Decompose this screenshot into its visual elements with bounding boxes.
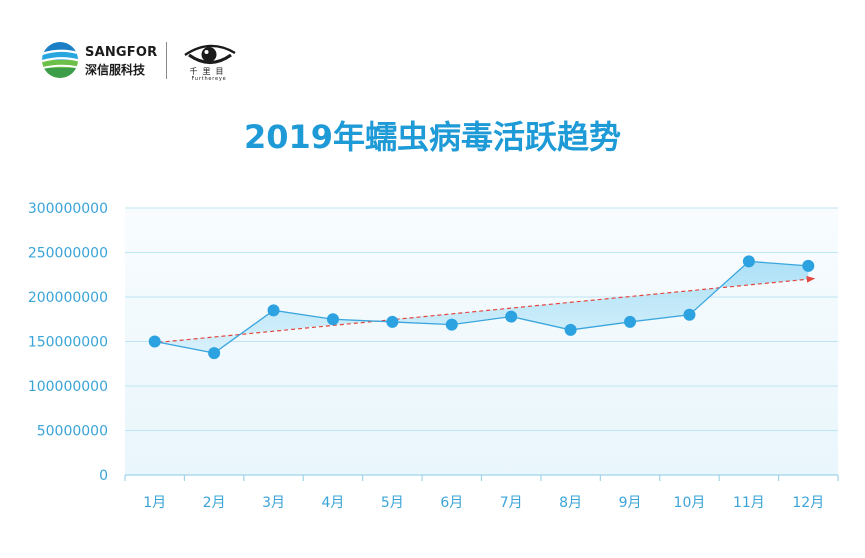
trend-gap-area: [154, 261, 809, 354]
data-point-6: [445, 318, 458, 331]
logo-divider: [166, 42, 167, 79]
data-point-3: [267, 304, 280, 317]
x-tick-label: 1月: [143, 495, 166, 511]
data-point-4: [326, 313, 339, 326]
data-point-2: [208, 347, 221, 360]
partner-name-en: Furthereye: [191, 76, 227, 82]
x-tick-label: 5月: [381, 495, 404, 511]
series-line: [154, 260, 809, 354]
y-tick-label: 300000000: [28, 201, 108, 217]
data-point-8: [564, 323, 577, 336]
y-tick-label: 100000000: [28, 379, 108, 395]
data-point-12: [802, 259, 815, 272]
x-tick-label: 3月: [262, 495, 285, 511]
x-tick-label: 2月: [203, 495, 226, 511]
x-tick-label: 4月: [321, 495, 344, 511]
x-tick-label: 11月: [733, 495, 765, 511]
data-point-7: [505, 310, 518, 323]
data-point-10: [683, 308, 696, 321]
y-tick-label: 250000000: [28, 246, 108, 262]
sangfor-globe-icon: [41, 41, 79, 79]
x-tick-label: 9月: [619, 495, 642, 511]
x-tick-label: 10月: [674, 495, 706, 511]
data-point-9: [624, 315, 637, 328]
partner-name-cn: 千里目: [189, 67, 229, 76]
data-point-1: [148, 335, 161, 348]
x-tick-label: 6月: [440, 495, 463, 511]
data-point-5: [386, 315, 399, 328]
data-point-11: [742, 255, 755, 268]
x-tick-label: 12月: [792, 495, 824, 511]
brand-name-cn: 深信服科技: [85, 63, 146, 77]
eye-icon: [181, 40, 239, 68]
y-tick-label: 0: [99, 468, 108, 484]
x-tick-label: 7月: [500, 495, 523, 511]
x-tick-label: 8月: [559, 495, 582, 511]
y-tick-label: 150000000: [28, 335, 108, 351]
brand-name: SANGFOR: [85, 45, 158, 60]
y-tick-label: 200000000: [28, 290, 108, 306]
y-tick-label: 50000000: [37, 424, 108, 440]
trend-line: [158, 275, 816, 343]
chart-title: 2019年蠕虫病毒活跃趋势: [243, 118, 622, 156]
